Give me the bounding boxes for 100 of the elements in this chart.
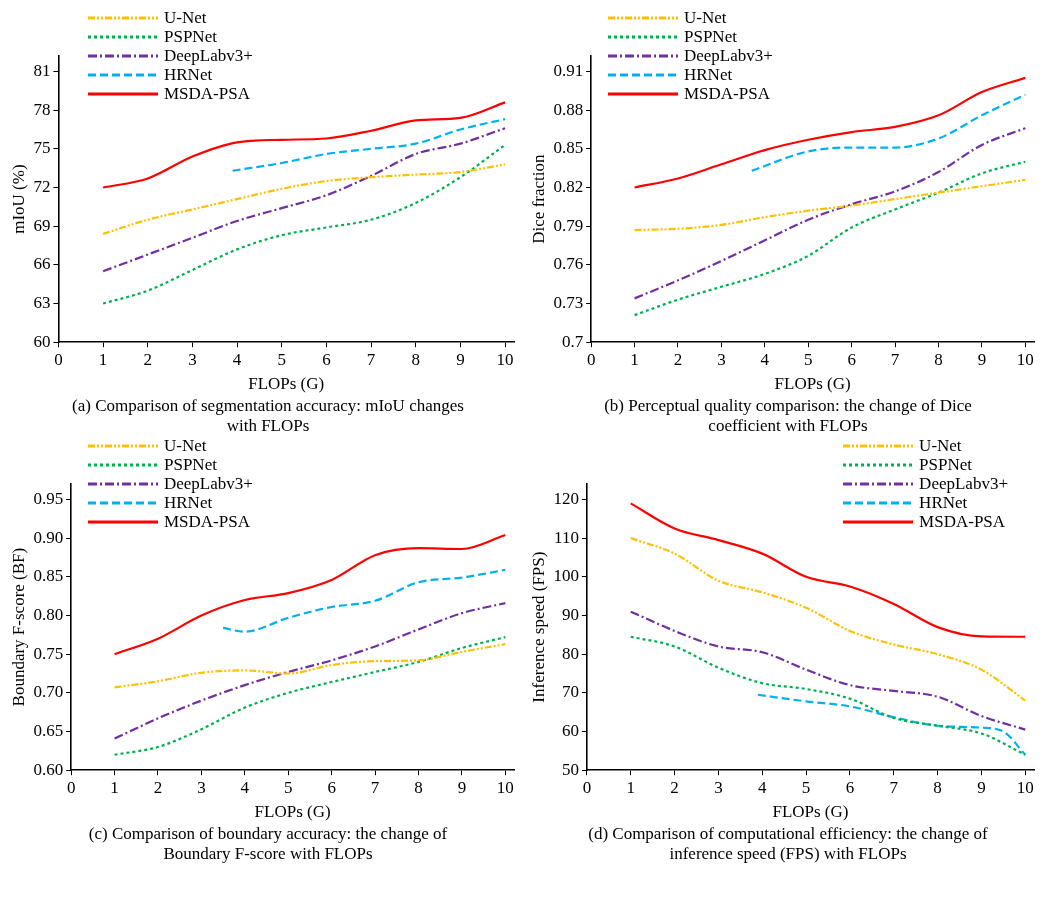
y-tick-label: 70: [561, 682, 579, 702]
line-series: [222, 568, 507, 633]
legend-label: U-Net: [919, 436, 962, 455]
y-axis-title: Inference speed (FPS): [528, 551, 548, 703]
legend-label: MSDA-PSA: [919, 512, 1006, 531]
y-tick-label: 0.90: [33, 527, 64, 547]
y-tick-label: 110: [554, 527, 579, 547]
line-series: [101, 163, 507, 236]
x-tick-label: 4: [757, 777, 767, 797]
x-tick-label: 0: [54, 349, 63, 369]
x-tick-label: 1: [110, 777, 119, 797]
x-tick-label: 9: [456, 349, 465, 369]
legend-label: DeepLabv3+: [684, 46, 773, 65]
y-tick-label: 0.88: [553, 99, 584, 119]
y-tick-label: 81: [33, 60, 51, 80]
legend-label: U-Net: [164, 8, 207, 27]
line-series: [101, 101, 507, 189]
y-tick-label: 0.82: [553, 176, 584, 196]
y-tick-label: 0.73: [553, 292, 584, 312]
x-tick-label: 6: [327, 777, 336, 797]
legend-label: HRNet: [684, 65, 733, 84]
legend-label: HRNet: [164, 65, 213, 84]
line-series: [113, 643, 507, 689]
legend-label: PSPNet: [164, 27, 217, 46]
x-tick-label: 7: [889, 777, 899, 797]
legend-label: MSDA-PSA: [164, 512, 250, 531]
y-tick-label: 69: [33, 215, 51, 235]
text: (a) Comparison of segmentation accuracy: mIoU changes with FLOPs: [71, 396, 465, 436]
y-tick-label: 80: [561, 643, 579, 663]
x-tick-label: 5: [803, 349, 813, 369]
x-tick-label: 0: [66, 777, 76, 797]
line-series: [629, 635, 1027, 756]
x-axis-title: FLOPs (G): [248, 374, 325, 394]
x-tick-label: 2: [670, 777, 679, 797]
y-tick-label: 63: [33, 292, 51, 312]
y-tick-label: 0.85: [553, 138, 584, 158]
line-series: [113, 602, 507, 740]
x-tick-label: 8: [411, 349, 420, 369]
x-tick-label: 9: [977, 349, 987, 369]
legend-label: PSPNet: [919, 455, 973, 474]
legend-label: MSDA-PSA: [164, 84, 250, 103]
y-tick-label: 0.80: [33, 604, 64, 624]
x-tick-label: 5: [277, 349, 286, 369]
x-tick-label: 0: [582, 777, 592, 797]
x-tick-label: 4: [240, 777, 250, 797]
legend-label: MSDA-PSA: [684, 84, 770, 103]
x-tick-label: 1: [98, 349, 108, 369]
line-series: [633, 160, 1027, 317]
line-series: [231, 118, 507, 172]
x-tick-label: 8: [414, 777, 423, 797]
y-axis-title: Boundary F-score (BF): [8, 547, 28, 707]
x-axis-title: FLOPs (G): [772, 802, 849, 822]
x-tick-label: 3: [717, 349, 726, 369]
x-tick-label: 2: [673, 349, 683, 369]
x-tick-label: 6: [845, 777, 855, 797]
y-tick-label: 66: [33, 254, 51, 274]
y-tick-label: 60: [561, 720, 579, 740]
line-series: [756, 693, 1027, 756]
y-tick-label: 72: [33, 176, 51, 196]
line-series: [113, 533, 507, 656]
y-tick-label: 60: [33, 331, 51, 351]
line-series: [633, 127, 1027, 300]
x-tick-label: 10: [1016, 349, 1034, 369]
x-tick-label: 3: [188, 349, 197, 369]
x-axis-title: FLOPs (G): [254, 802, 331, 822]
x-tick-label: 10: [1016, 777, 1034, 797]
x-tick-label: 9: [457, 777, 467, 797]
y-axis-title: Dice fraction: [528, 154, 548, 244]
y-tick-label: 120: [553, 488, 579, 508]
line-series: [101, 143, 507, 305]
x-tick-label: 7: [366, 349, 376, 369]
legend-label: DeepLabv3+: [919, 474, 1008, 493]
x-tick-label: 2: [143, 349, 152, 369]
x-tick-label: 4: [232, 349, 242, 369]
x-tick-label: 2: [153, 777, 163, 797]
line-series: [629, 537, 1027, 702]
legend-label: PSPNet: [164, 455, 217, 474]
legend-label: PSPNet: [684, 27, 737, 46]
legend-label: HRNet: [164, 493, 213, 512]
y-tick-label: 0.91: [553, 60, 584, 80]
y-tick-label: 90: [561, 604, 579, 624]
y-tick-label: 0.76: [553, 254, 584, 274]
legend-label: U-Net: [164, 436, 207, 455]
y-tick-label: 0.70: [33, 682, 64, 702]
y-tick-label: 0.7: [561, 331, 584, 351]
y-tick-label: 0.79: [553, 215, 584, 235]
x-tick-label: 7: [890, 349, 900, 369]
y-tick-label: 0.85: [33, 566, 64, 586]
x-tick-label: 1: [630, 349, 639, 369]
y-tick-label: 0.75: [33, 643, 64, 663]
x-tick-label: 3: [714, 777, 723, 797]
x-tick-label: 5: [283, 777, 293, 797]
y-axis-title: mIoU (%): [8, 164, 28, 234]
text: (b) Perceptual quality comparison: the change of Dice coefficient with FLOPs: [603, 396, 973, 436]
x-axis-title: FLOPs (G): [774, 374, 851, 394]
x-tick-label: 10: [496, 349, 514, 369]
line-series: [101, 127, 507, 273]
y-tick-label: 0.65: [33, 720, 64, 740]
y-tick-label: 50: [561, 759, 579, 779]
y-tick-label: 100: [553, 566, 579, 586]
